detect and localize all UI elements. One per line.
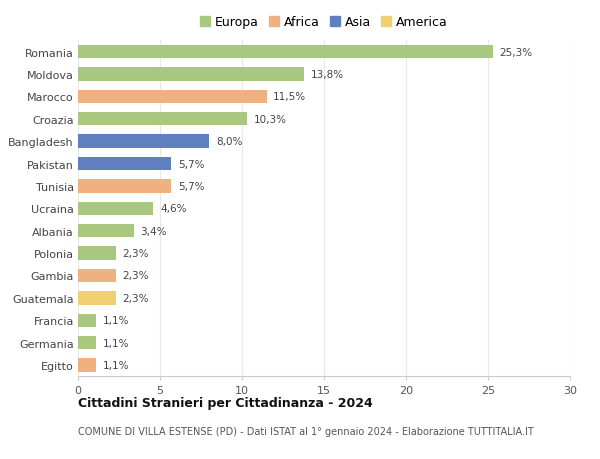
Text: 8,0%: 8,0% (216, 137, 242, 147)
Text: 5,7%: 5,7% (178, 181, 205, 191)
Bar (78, 90, 266, 104)
Text: 25,3%: 25,3% (499, 47, 533, 57)
Bar (78, 224, 134, 238)
Bar (78, 247, 116, 260)
Bar (78, 180, 172, 193)
Bar (78, 135, 209, 149)
Bar (78, 358, 96, 372)
Bar (78, 157, 172, 171)
Text: 1,1%: 1,1% (103, 360, 129, 370)
Text: 5,7%: 5,7% (178, 159, 205, 169)
Text: Cittadini Stranieri per Cittadinanza - 2024: Cittadini Stranieri per Cittadinanza - 2… (78, 396, 373, 409)
Text: 2,3%: 2,3% (122, 271, 149, 281)
Legend: Europa, Africa, Asia, America: Europa, Africa, Asia, America (197, 14, 451, 32)
Bar (78, 202, 154, 216)
Bar (78, 314, 96, 327)
Text: 10,3%: 10,3% (253, 114, 286, 124)
Text: 1,1%: 1,1% (103, 338, 129, 348)
Bar (78, 113, 247, 126)
Text: 1,1%: 1,1% (103, 315, 129, 325)
Bar (78, 269, 116, 283)
Text: COMUNE DI VILLA ESTENSE (PD) - Dati ISTAT al 1° gennaio 2024 - Elaborazione TUTT: COMUNE DI VILLA ESTENSE (PD) - Dati ISTA… (78, 426, 534, 436)
Text: 4,6%: 4,6% (160, 204, 187, 214)
Bar (78, 46, 493, 59)
Text: 11,5%: 11,5% (273, 92, 306, 102)
Text: 2,3%: 2,3% (122, 293, 149, 303)
Text: 2,3%: 2,3% (122, 248, 149, 258)
Bar (78, 336, 96, 350)
Bar (78, 68, 304, 82)
Text: 13,8%: 13,8% (311, 70, 344, 80)
Bar (78, 291, 116, 305)
Text: 3,4%: 3,4% (140, 226, 167, 236)
